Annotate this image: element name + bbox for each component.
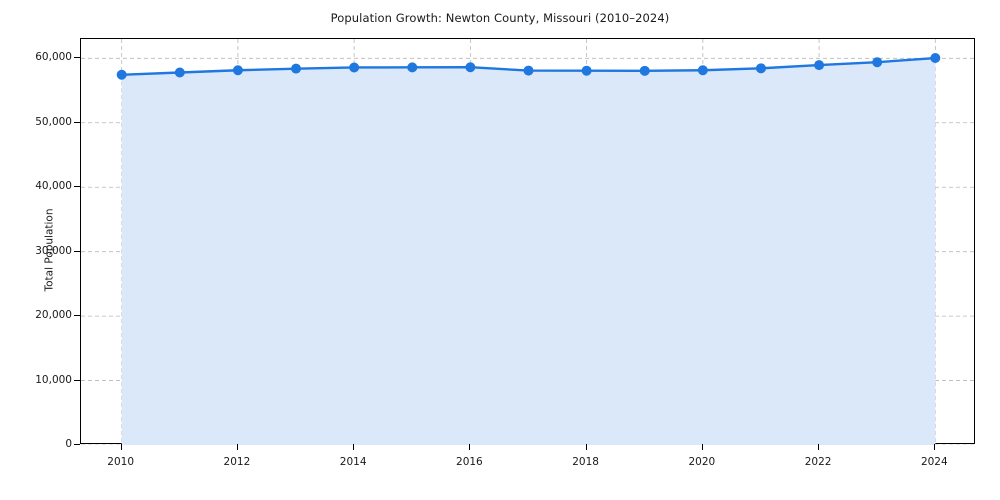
y-axis-tick-mark [74,315,80,317]
data-point [930,53,941,64]
data-point [523,65,534,76]
y-axis-tick-labels: 0 10,000 20,000 30,000 40,000 50,000 60,000 [0,0,72,500]
data-point [349,62,360,73]
x-axis-tick-label: 2016 [456,456,483,468]
x-axis-tick-mark [353,444,355,450]
data-point [814,60,825,71]
y-axis-tick-label: 60,000 [35,51,72,64]
x-axis-tick-label: 2012 [223,456,251,468]
y-axis-tick-label: 0 [65,438,72,450]
data-point-markers [116,53,941,80]
y-axis-tick-label: 20,000 [35,309,72,322]
y-axis-tick-label: 10,000 [35,373,72,386]
x-axis-tick-label: 2020 [688,456,716,468]
data-point [465,62,476,73]
data-point [697,65,708,76]
y-axis-tick-label: 50,000 [35,115,72,128]
x-axis-tick-mark [934,444,936,450]
x-axis-tick-mark [236,444,238,450]
x-axis-tick-label: 2018 [572,456,599,468]
data-point [116,69,127,80]
data-point [872,57,883,68]
plot-area [80,38,976,445]
data-point [291,63,302,74]
chart-canvas [81,39,976,445]
data-point [174,67,185,78]
y-axis-tick-mark [74,121,80,123]
x-axis-tick-mark [818,444,820,450]
x-axis-tick-mark [701,444,703,450]
x-axis-tick-label: 2024 [920,456,948,468]
x-axis-tick-mark [585,444,587,450]
x-axis-tick-mark [469,444,471,450]
y-axis-tick-label: 40,000 [35,180,72,193]
x-axis-tick-label: 2014 [339,456,367,468]
y-axis-tick-mark [74,57,80,59]
y-axis-tick-mark [74,379,80,381]
y-axis-tick-mark [74,250,80,252]
x-axis-tick-label: 2022 [804,456,832,468]
x-axis-tick-label: 2010 [107,456,135,468]
x-axis-tick-mark [120,444,122,450]
data-point [755,63,766,74]
data-point [639,65,650,76]
data-point [581,65,592,76]
y-axis-tick-label: 30,000 [35,244,72,257]
y-axis-tick-mark [74,186,80,188]
area-fill [121,58,936,445]
chart-title: Population Growth: Newton County, Missou… [330,11,670,25]
data-point [407,62,418,73]
data-point [232,65,243,76]
y-axis-tick-mark [74,444,80,445]
